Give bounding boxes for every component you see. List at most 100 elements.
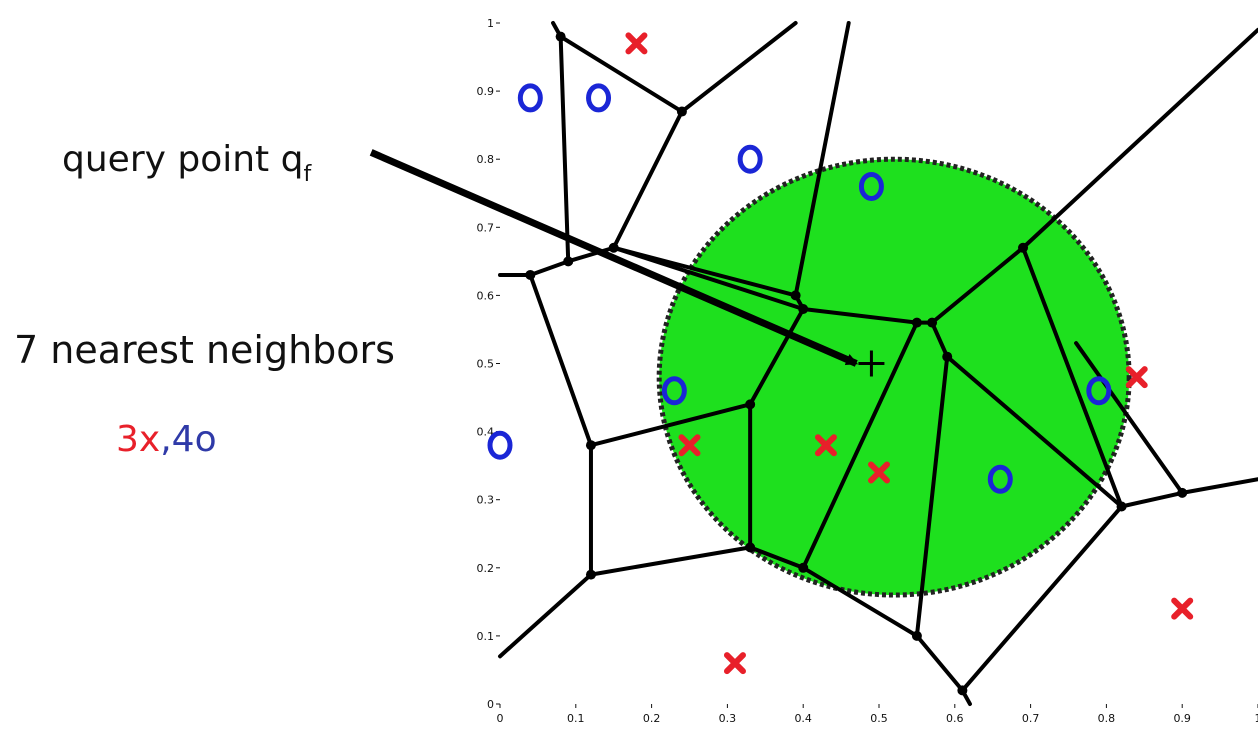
x-tick-label: 0.8 bbox=[1098, 712, 1116, 725]
neighborhood-circle bbox=[656, 156, 1132, 598]
voronoi-edge bbox=[558, 34, 571, 264]
neighborhood-layer bbox=[656, 156, 1132, 598]
x-tick-label: 0.1 bbox=[567, 712, 585, 725]
voronoi-edge bbox=[611, 245, 806, 312]
query-arrow bbox=[369, 149, 859, 367]
voronoi-edge bbox=[801, 307, 919, 325]
voronoi-vertex bbox=[911, 317, 922, 328]
o-point bbox=[586, 83, 612, 113]
o-point bbox=[1086, 376, 1112, 406]
x-tick-label: 0 bbox=[497, 712, 504, 725]
x-tick-label: 0.5 bbox=[870, 712, 888, 725]
voronoi-vertex bbox=[525, 269, 536, 280]
voronoi-edge bbox=[945, 354, 1124, 509]
voronoi-edge bbox=[914, 633, 965, 693]
voronoi-vertex bbox=[957, 685, 968, 696]
query-point-label: query point qf bbox=[62, 136, 311, 189]
o-point bbox=[487, 430, 513, 460]
voronoi-vertex bbox=[1177, 487, 1188, 498]
x-point bbox=[1171, 597, 1194, 620]
x-tick-label: 0.4 bbox=[794, 712, 812, 725]
y-tick-label: 0.6 bbox=[477, 289, 495, 302]
voronoi-edge bbox=[960, 504, 1124, 693]
voronoi-edge bbox=[1074, 341, 1185, 495]
x-point bbox=[625, 32, 648, 55]
y-tick-label: 1 bbox=[487, 17, 494, 30]
x-point bbox=[678, 434, 701, 457]
voronoi-edge bbox=[588, 545, 753, 577]
voronoi-edge bbox=[679, 21, 798, 114]
x-tick-label: 1 bbox=[1255, 712, 1258, 725]
y-tick-label: 0.9 bbox=[477, 85, 495, 98]
voronoi-vertex bbox=[608, 242, 619, 253]
voronoi-edge bbox=[588, 402, 753, 448]
y-tick-label: 0.7 bbox=[477, 221, 495, 234]
voronoi-edge bbox=[793, 21, 851, 298]
voronoi-vertex bbox=[1018, 242, 1029, 253]
query-point-label-text: query point q bbox=[62, 139, 304, 180]
x-tick-label: 0.9 bbox=[1173, 712, 1191, 725]
o-point bbox=[858, 171, 884, 201]
x-point bbox=[868, 461, 890, 484]
axes-layer: 0 0.1 0.2 0.3 0.4 0.5 0.6 0.7 0.8 0.9 1 0 0.1 0.2 0.3 0… bbox=[477, 17, 1258, 725]
voronoi-edge bbox=[930, 320, 950, 359]
voronoi-edge bbox=[558, 34, 684, 114]
x-point bbox=[1125, 366, 1148, 389]
x-tick-label: 0.3 bbox=[719, 712, 737, 725]
y-tick-label: 0.5 bbox=[477, 358, 495, 371]
voronoi-vertex bbox=[798, 304, 809, 315]
x-tick-label: 0.6 bbox=[946, 712, 964, 725]
voronoi-edges-layer bbox=[498, 21, 1258, 706]
voronoi-vertices-layer bbox=[525, 31, 1188, 696]
points-layer bbox=[487, 32, 1194, 675]
voronoi-edge bbox=[528, 259, 571, 277]
voronoi-edge bbox=[528, 272, 593, 448]
x-count: 3x bbox=[116, 419, 161, 460]
arrow-layer bbox=[369, 149, 859, 367]
voronoi-edge bbox=[748, 307, 806, 407]
o-point bbox=[661, 376, 687, 406]
voronoi-vertex bbox=[790, 290, 801, 301]
voronoi-vertex bbox=[942, 351, 953, 362]
voronoi-edge bbox=[930, 245, 1026, 325]
voronoi-edge bbox=[498, 572, 593, 659]
voronoi-edge bbox=[566, 245, 616, 264]
o-point bbox=[987, 464, 1013, 494]
voronoi-vertex bbox=[745, 399, 756, 410]
voronoi-edge bbox=[748, 545, 806, 570]
y-tick-label: 0.3 bbox=[477, 494, 495, 507]
voronoi-vertex bbox=[676, 106, 687, 117]
voronoi-edge bbox=[611, 109, 684, 250]
nearest-neighbors-label: 7 nearest neighbors bbox=[14, 328, 395, 372]
voronoi-edge bbox=[801, 565, 919, 638]
y-tick-label: 0.1 bbox=[477, 630, 495, 643]
o-point bbox=[517, 83, 543, 113]
voronoi-vertex bbox=[911, 630, 922, 641]
count-separator: , bbox=[160, 419, 172, 460]
voronoi-edge bbox=[1180, 477, 1258, 495]
neighbor-counts-label: 3x,4o bbox=[116, 418, 217, 462]
y-tick-label: 0.8 bbox=[477, 153, 495, 166]
y-tick-label: 0.4 bbox=[477, 426, 495, 439]
voronoi-vertex bbox=[563, 256, 574, 267]
voronoi-vertex bbox=[585, 440, 596, 451]
x-point bbox=[723, 652, 746, 675]
y-tick-label: 0 bbox=[487, 698, 494, 711]
voronoi-vertex bbox=[798, 562, 809, 573]
voronoi-edge bbox=[1119, 490, 1185, 509]
o-point bbox=[737, 144, 763, 174]
query-point-marker bbox=[858, 350, 885, 377]
voronoi-edge bbox=[1021, 27, 1258, 250]
query-point-subscript: f bbox=[303, 162, 312, 187]
x-tick-label: 0.7 bbox=[1022, 712, 1040, 725]
voronoi-vertex bbox=[555, 31, 566, 42]
y-tick-label: 0.2 bbox=[477, 562, 495, 575]
x-tick-label: 0.2 bbox=[643, 712, 661, 725]
voronoi-vertex bbox=[1116, 501, 1127, 512]
voronoi-edge bbox=[1021, 245, 1124, 509]
voronoi-edge bbox=[801, 320, 919, 570]
voronoi-vertex bbox=[585, 569, 596, 580]
voronoi-vertex bbox=[927, 317, 938, 328]
voronoi-edge bbox=[914, 354, 950, 638]
